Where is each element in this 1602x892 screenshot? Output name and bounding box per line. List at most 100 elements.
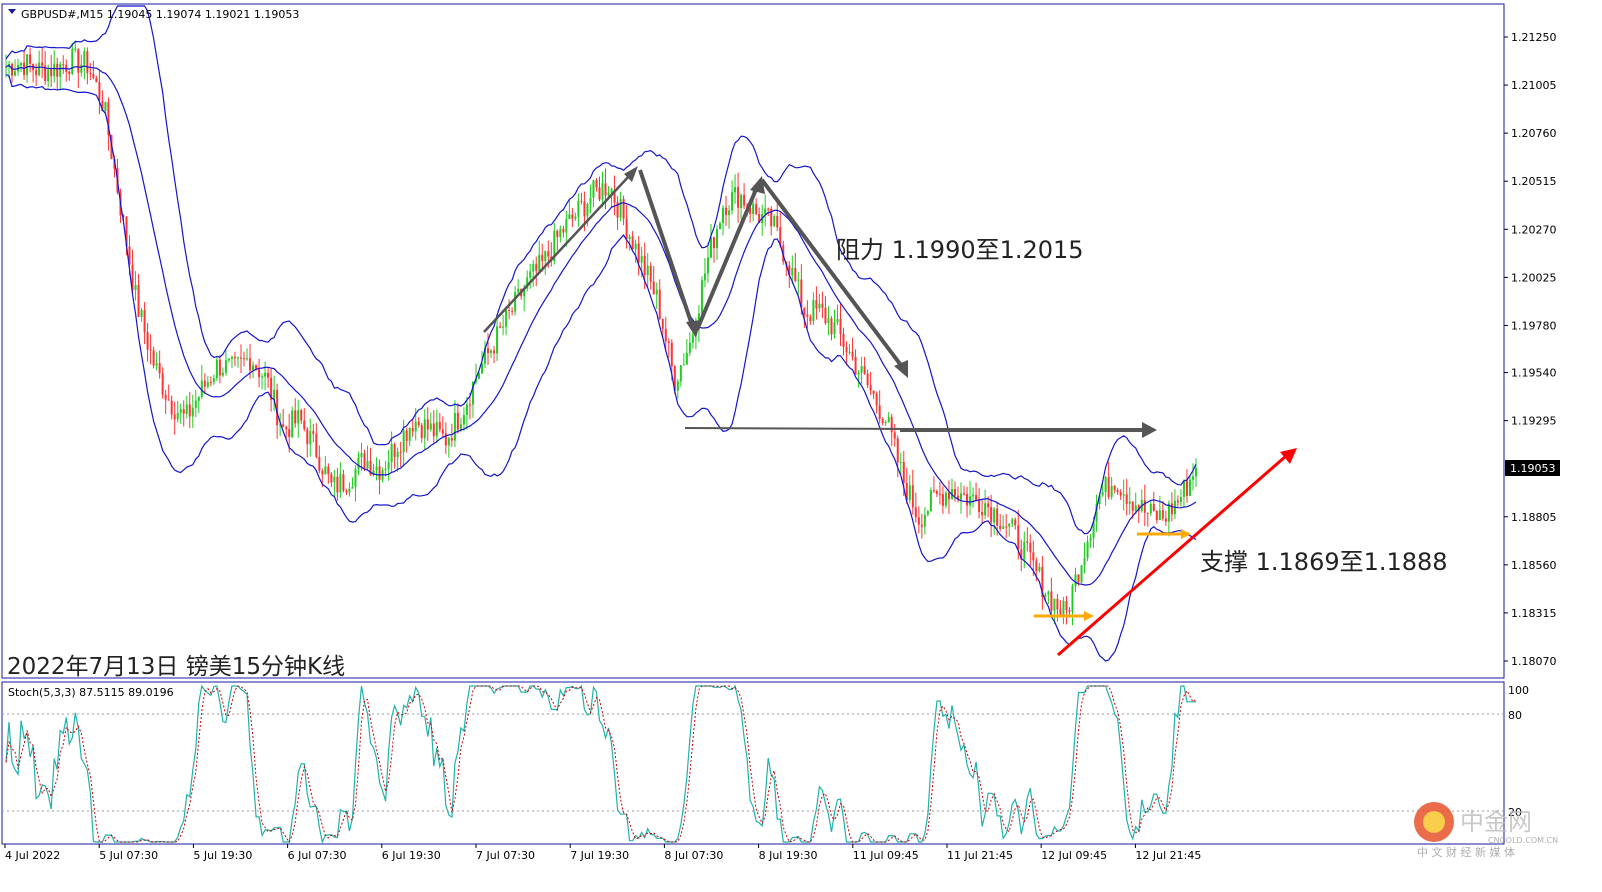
- candle-body: [779, 227, 782, 246]
- candle-body: [1089, 537, 1092, 542]
- candle-body: [499, 326, 502, 328]
- candle-body: [649, 265, 652, 282]
- candle-body: [797, 279, 800, 281]
- bollinger-lower-band: [5, 73, 1197, 662]
- candle-body: [758, 213, 761, 224]
- stoch-signal-line: [5, 685, 1197, 844]
- candle-body: [258, 368, 261, 378]
- candle-body: [1086, 541, 1089, 558]
- candle-body: [589, 197, 592, 205]
- candle-body: [140, 309, 143, 317]
- candle-body: [107, 102, 110, 135]
- candle-body: [905, 483, 908, 501]
- candle-body: [282, 424, 285, 428]
- candle-body: [598, 187, 601, 200]
- candle-body: [987, 503, 990, 508]
- candle-body: [914, 507, 917, 518]
- candle-body: [246, 358, 249, 360]
- candle-body: [357, 457, 360, 469]
- candle-body: [767, 208, 770, 210]
- candle-body: [481, 363, 483, 374]
- candle-body: [68, 71, 71, 74]
- candle-body: [1164, 518, 1167, 522]
- candle-body: [712, 237, 715, 249]
- candle-body: [354, 468, 357, 487]
- main-panel-frame: [1, 3, 1505, 679]
- candle-body: [893, 432, 896, 439]
- candle-body: [676, 381, 679, 391]
- candle-body: [957, 495, 959, 500]
- candle-body: [303, 420, 306, 430]
- candle-body: [71, 48, 74, 74]
- candle-body: [14, 71, 17, 76]
- time-tick-label: 7 Jul 19:30: [570, 849, 629, 862]
- candle-body: [731, 192, 734, 211]
- candle-body: [670, 342, 673, 367]
- candle-body: [953, 489, 956, 496]
- price-tick-label: 1.19540: [1511, 367, 1557, 380]
- dropdown-triangle-icon[interactable]: [8, 9, 16, 14]
- candle-body: [541, 254, 544, 261]
- candle-body: [360, 453, 363, 458]
- candle-body: [465, 404, 468, 415]
- candle-body: [490, 350, 493, 354]
- candle-body: [221, 372, 224, 376]
- stochastic-series: [5, 684, 1197, 844]
- candle-body: [393, 443, 396, 458]
- candle-body: [62, 64, 65, 66]
- candle-body: [1077, 574, 1080, 583]
- candle-body: [1143, 499, 1146, 513]
- candle-body: [1146, 512, 1149, 514]
- candle-body: [505, 310, 508, 327]
- candle-body: [996, 508, 999, 526]
- time-tick-label: 5 Jul 07:30: [99, 849, 158, 862]
- candle-body: [881, 419, 884, 424]
- candle-body: [218, 359, 221, 376]
- candle-body: [176, 412, 179, 420]
- candle-body: [1035, 560, 1038, 571]
- candle-body: [333, 476, 336, 483]
- candle-body: [1023, 541, 1026, 560]
- candle-body: [441, 429, 444, 434]
- candle-body: [363, 453, 366, 469]
- candle-body: [809, 316, 812, 322]
- candle-body: [1074, 574, 1077, 586]
- candle-body: [134, 284, 137, 291]
- candle-body: [1188, 479, 1191, 496]
- candle-body: [1182, 480, 1185, 497]
- bollinger-bands: [5, 5, 1197, 662]
- candle-body: [351, 486, 354, 489]
- candle-body: [556, 230, 559, 238]
- candle-body: [1155, 510, 1158, 521]
- candle-body: [722, 207, 725, 224]
- candle-body: [74, 48, 77, 50]
- candle-body: [740, 194, 743, 208]
- candle-body: [1071, 585, 1074, 612]
- price-tick-label: 1.20515: [1511, 175, 1557, 188]
- candle-body: [896, 438, 899, 463]
- candle-body: [682, 364, 685, 366]
- candle-body: [161, 373, 164, 395]
- candle-body: [206, 382, 209, 387]
- candle-body: [821, 303, 824, 308]
- candle-body: [1107, 477, 1110, 497]
- price-tick-label: 1.21250: [1511, 31, 1557, 44]
- candle-body: [20, 62, 23, 66]
- candle-body: [508, 310, 511, 312]
- time-axis: 4 Jul 2022 5 Jul 07:30 5 Jul 19:30 6 Jul 07…: [4, 844, 1201, 862]
- stoch-label: Stoch(5,3,3) 87.5115 89.0196: [8, 686, 174, 699]
- candle-body: [601, 183, 604, 200]
- candle-body: [815, 300, 818, 309]
- candle-body: [990, 507, 993, 523]
- candle-body: [487, 348, 490, 354]
- candle-body: [273, 389, 276, 400]
- candle-body: [875, 393, 878, 406]
- candle-body: [571, 214, 574, 219]
- candle-body: [372, 470, 375, 475]
- candle-body: [167, 399, 170, 401]
- candle-body: [411, 427, 414, 432]
- candle-body: [125, 216, 128, 247]
- candle-body: [417, 421, 420, 426]
- candle-body: [827, 318, 830, 324]
